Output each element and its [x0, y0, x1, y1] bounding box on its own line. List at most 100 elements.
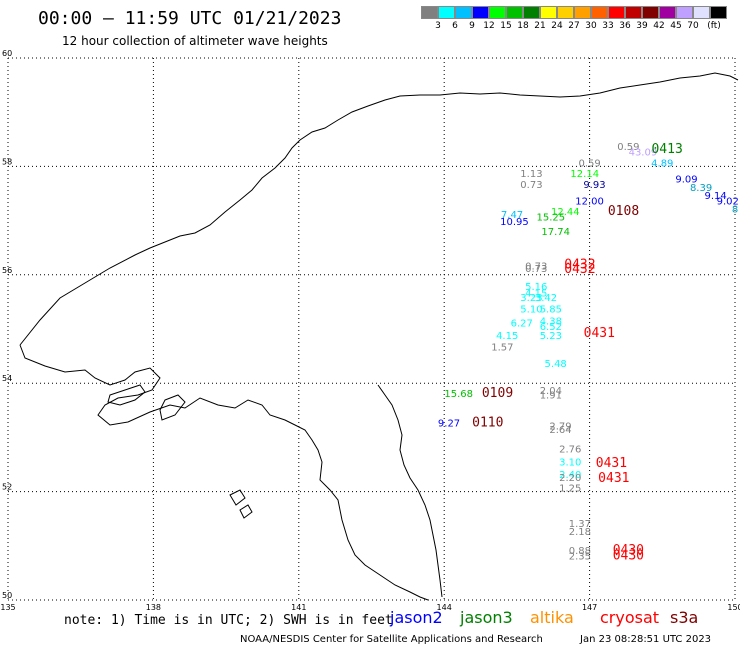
pass-time-label: 0432: [564, 257, 595, 272]
legend-tick-label: 27: [568, 21, 580, 31]
pass-time-label: 0108: [608, 204, 639, 219]
coastline: [19, 72, 739, 601]
legend-tick-label: 33: [602, 21, 614, 31]
lat-label: 50: [2, 591, 12, 600]
wave-height-label: 12.44: [551, 207, 580, 218]
legend-swatch: [523, 6, 540, 19]
lat-label: 58: [2, 157, 12, 166]
wave-height-label: 2.35: [569, 551, 591, 562]
lat-label: 52: [2, 483, 12, 492]
wave-height-label: 10.95: [500, 217, 529, 228]
lon-label: 147: [582, 603, 597, 612]
legend-tick-label: 30: [585, 21, 597, 31]
wave-height-label: 2.04: [540, 386, 562, 397]
pass-time-label: 0430: [613, 543, 644, 558]
color-legend: 3 6 9 12 15 18 21 24 27 30 33 36 39 42 45 70 (ft): [421, 6, 731, 34]
legend-swatch: [608, 6, 625, 19]
coastline-island-3: [229, 489, 246, 506]
wave-height-label: 2.20: [559, 473, 581, 484]
wave-height-label: 3.23: [520, 293, 542, 304]
satellite-cryosat: cryosat: [600, 608, 660, 627]
pass-time-label: 0110: [472, 416, 503, 431]
lat-label: 56: [2, 266, 12, 275]
wave-height-label: 12.14: [570, 169, 599, 180]
legend-swatch: [693, 6, 710, 19]
pass-time-label: 0431: [584, 326, 615, 341]
wave-height-label: 17.74: [541, 227, 570, 238]
wave-height-label: 3.42: [535, 293, 557, 304]
lon-label: 144: [437, 603, 452, 612]
wave-height-label: 0.59: [578, 158, 600, 169]
coastline-island-2: [159, 394, 186, 421]
wave-height-label: 0.73: [525, 264, 547, 275]
wave-height-label: 3.10: [559, 458, 581, 469]
page-title: 00:00 – 11:59 UTC 01/21/2023: [38, 8, 342, 29]
wave-height-label: 5.23: [540, 331, 562, 342]
legend-tick-label: 24: [551, 21, 563, 31]
legend-tick-label: 36: [619, 21, 631, 31]
lon-label: 138: [146, 603, 161, 612]
credit-line: NOAA/NESDIS Center for Satellite Applica…: [240, 634, 543, 645]
coastline-island-4: [239, 504, 253, 519]
coastline-west: [19, 344, 429, 601]
legend-swatch: [438, 6, 455, 19]
legend-swatch: [489, 6, 506, 19]
lon-label: 141: [291, 603, 306, 612]
legend-tick-label: 42: [653, 21, 665, 31]
pass-time-label: 0432: [564, 262, 595, 277]
wave-height-label: 5.85: [540, 305, 562, 316]
coastline-north: [19, 72, 739, 346]
wave-height-label: 5.16: [525, 282, 547, 293]
wave-height-label: 1.37: [569, 519, 591, 530]
legend-tick-label: 15: [500, 21, 512, 31]
legend-tick-label: 6: [452, 21, 458, 31]
coastline-island-1: [107, 384, 146, 406]
pass-time-label: 0430: [613, 548, 644, 563]
wave-height-label: 9.14: [704, 191, 726, 202]
wave-height-label: 2.40: [559, 470, 581, 481]
legend-swatch: [472, 6, 489, 19]
lat-label: 60: [2, 49, 12, 58]
legend-tick-label: 70: [687, 21, 699, 31]
wave-height-label: 4.15: [496, 331, 518, 342]
wave-height-label: 1.91: [540, 390, 562, 401]
legend-swatch: [659, 6, 676, 19]
legend-swatch: [574, 6, 591, 19]
wave-height-label: 1.13: [520, 169, 542, 180]
map-grid: 135 138 141 144 147 150 60 58 56 54 52 50: [0, 49, 740, 612]
wave-height-label: 0.73: [520, 180, 542, 191]
lon-label: 150: [727, 603, 740, 612]
legend-tick-label: 39: [636, 21, 648, 31]
legend-tick-label: 18: [517, 21, 529, 31]
pass-time-label: 0431: [596, 456, 627, 471]
pass-time-label: 0431: [598, 471, 629, 486]
wave-height-label: 2.18: [569, 527, 591, 538]
wave-height-label: 1.57: [491, 343, 513, 354]
wave-height-label: 6.27: [511, 318, 533, 329]
credit-date: Jan 23 08:28:51 UTC 2023: [580, 634, 712, 645]
wave-height-label: 0.59: [617, 142, 639, 153]
wave-height-label: 5.48: [545, 359, 567, 370]
wave-height-label: 4.15: [525, 288, 547, 299]
wave-height-label: 7.47: [501, 210, 523, 221]
legend-swatch: [625, 6, 642, 19]
legend-swatch: [676, 6, 693, 19]
wave-height-label: 0.88: [569, 546, 591, 557]
pass-time-label: 0109: [482, 386, 513, 401]
pass-time-label: 0413: [651, 142, 682, 157]
wave-height-label: 9.93: [583, 180, 605, 191]
wave-height-label: 43.09: [629, 148, 658, 159]
legend-swatch: [540, 6, 557, 19]
legend-swatch: [557, 6, 574, 19]
pass-labels: 0413010804320432043101090110043104310430…: [472, 142, 683, 563]
lat-label: 54: [2, 374, 12, 383]
page-subtitle: 12 hour collection of altimeter wave hei…: [62, 34, 328, 48]
footer-note: note: 1) Time is in UTC; 2) SWH is in fe…: [64, 613, 393, 628]
satellite-jason2: jason2: [390, 608, 443, 627]
wave-height-label: 15.25: [537, 213, 566, 224]
wave-height-label: 2.76: [559, 445, 581, 456]
wave-height-label: 8.39: [690, 183, 712, 194]
wave-height-label: 6.52: [540, 322, 562, 333]
wave-height-label: 2.64: [549, 425, 571, 436]
